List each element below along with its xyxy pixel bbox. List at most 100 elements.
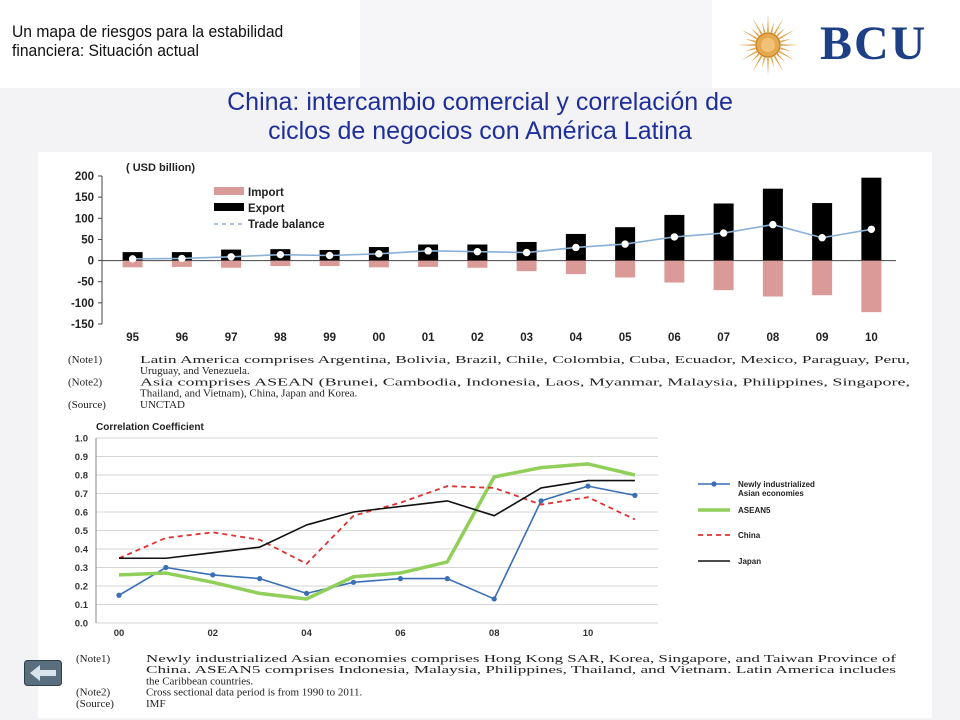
series-point [257, 576, 263, 582]
y-tick-label: -150 [71, 319, 94, 331]
import-bar [713, 260, 734, 291]
legend-label-trade-balance: Trade balance [248, 219, 325, 231]
import-bar [762, 260, 783, 297]
series-line-2 [118, 462, 636, 601]
y-tick-label: 1.0 [75, 434, 88, 445]
series-point [444, 576, 450, 582]
presentation-subtitle: Un mapa de riesgos para la estabilidad f… [12, 22, 283, 60]
unit-label: ( USD billion) [126, 162, 195, 174]
sun-ray [780, 38, 792, 43]
sun-ray [770, 21, 775, 33]
correlation-chart: Correlation Coefficient 1.0 0.9 0.8 0.7 0.6 0.… [75, 422, 815, 639]
y-tick-label: 0.6 [75, 508, 88, 519]
trade-balance-point [621, 240, 629, 248]
legend-label: China [738, 531, 761, 540]
series-point [210, 572, 216, 578]
series-point [397, 576, 403, 582]
correlation-chart-notes: (Note1) Newly industrialized Asian econom… [76, 653, 897, 710]
trade-balance-point [424, 247, 432, 255]
back-button[interactable] [24, 660, 62, 686]
series-point [163, 564, 169, 571]
sun-ray [751, 53, 760, 62]
import-bar [319, 260, 340, 267]
sun-ray [767, 57, 769, 76]
export-bar [812, 203, 833, 261]
legend-swatch-export [214, 203, 244, 211]
sun-ray [773, 18, 784, 35]
sun-icon [737, 14, 799, 76]
sun-ray [776, 28, 785, 37]
subtitle-line-1: Un mapa de riesgos para la estabilidad [12, 22, 284, 41]
note-text: China. ASEAN5 comprises Indonesia, Malay… [146, 664, 896, 676]
note-text: Uruguay, and Venezuela. [140, 365, 250, 377]
import-bar [122, 260, 143, 268]
x-tick-label: 00 [372, 332, 385, 344]
x-tick-label: 06 [668, 332, 681, 344]
trade-balance-line [132, 223, 872, 260]
x-tick-label: 95 [126, 332, 139, 344]
import-bar [516, 260, 537, 272]
x-tick-label: 08 [766, 332, 779, 344]
y-tick-label: 0.9 [75, 452, 88, 463]
import-bar [615, 260, 636, 278]
x-tick-label: 00 [114, 628, 125, 639]
sun-ray [780, 47, 792, 52]
header-left [0, 0, 360, 88]
series-line-1 [118, 485, 636, 600]
bcu-logo: BCU [728, 12, 938, 78]
note-text: IMF [146, 698, 166, 710]
x-tick-label: 07 [717, 332, 730, 344]
y-tick-label: 0.8 [75, 471, 88, 482]
y-tick-label: 0.4 [75, 545, 89, 556]
series-line-4 [119, 479, 635, 560]
legend-label: Asian economies [738, 489, 804, 498]
series-line-3 [118, 485, 636, 565]
note-text: Cross sectional data period is from 1990… [146, 687, 362, 699]
sun-ray [780, 44, 799, 46]
x-tick-label: 10 [865, 332, 878, 344]
y-tick-label: 0.7 [75, 489, 88, 500]
legend-label: ASEAN5 [738, 506, 771, 515]
title-line-1: China: intercambio comercial y correlaci… [227, 88, 733, 116]
x-tick-label: 03 [520, 332, 533, 344]
note-tag: (Note2) [68, 376, 103, 388]
note-text: Latin America comprises Argentina, Boliv… [140, 354, 910, 366]
y-tick-label: -50 [77, 277, 94, 289]
x-tick-label: 97 [225, 332, 238, 344]
y-tick-label: 150 [75, 192, 94, 204]
trade-chart-notes: (Note1) Latin America comprises Argentina… [68, 354, 910, 411]
sun-ray [761, 57, 766, 69]
sun-ray [770, 57, 775, 69]
trade-balance-point [522, 248, 531, 257]
note-text: the Caribbean countries. [146, 675, 253, 687]
slide-title: China: intercambio comercial y correlaci… [170, 88, 790, 146]
y-tick-label: 0.3 [75, 563, 88, 574]
x-tick-label: 01 [422, 332, 435, 344]
series-point [632, 492, 638, 498]
note-tag: (Source) [68, 399, 106, 411]
trade-balance-point [473, 247, 482, 256]
legend-marker [711, 481, 717, 487]
sun-ray [767, 14, 769, 33]
x-tick-label: 10 [583, 628, 594, 639]
legend-label-import: Import [248, 187, 284, 199]
legend-label-export: Export [248, 203, 285, 215]
back-arrow-icon [24, 660, 62, 686]
note-text: Newly industrialized Asian economies com… [146, 653, 897, 665]
trade-balance-point [572, 243, 580, 252]
subtitle-line-2: financiera: Situación actual [12, 41, 199, 60]
y-tick-label: 200 [75, 171, 94, 183]
header-right [712, 0, 960, 88]
trade-balance-point [375, 250, 383, 258]
sun-ray [776, 53, 785, 62]
series-point [116, 592, 122, 598]
trade-balance-point [325, 251, 334, 260]
y-tick-label: 50 [81, 234, 94, 246]
chart-title: Correlation Coefficient [96, 422, 204, 433]
trade-balance-point [670, 233, 679, 241]
y-tick-label: 100 [75, 213, 94, 225]
note-text: UNCTAD [140, 399, 185, 411]
y-tick-label: 0.0 [75, 619, 88, 630]
series-point [491, 596, 497, 602]
